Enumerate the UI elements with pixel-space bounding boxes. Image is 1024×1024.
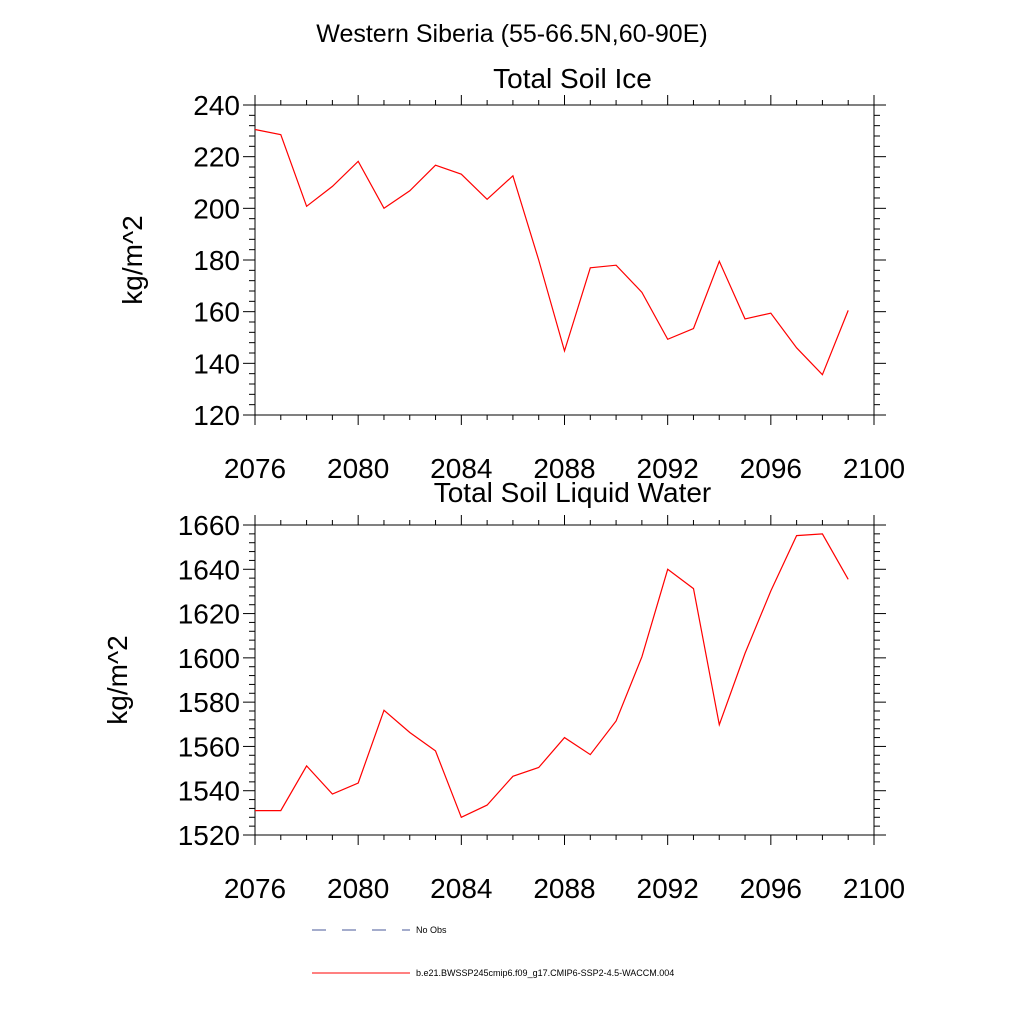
y-tick-label: 1560 <box>178 731 240 762</box>
y-tick-label: 1520 <box>178 820 240 851</box>
y-tick-label: 240 <box>193 90 240 121</box>
panel-title: Total Soil Liquid Water <box>434 477 712 508</box>
x-tick-label: 2084 <box>430 873 492 904</box>
y-tick-label: 1660 <box>178 510 240 541</box>
y-tick-label: 1640 <box>178 554 240 585</box>
series-line <box>255 533 849 819</box>
x-tick-label: 2080 <box>327 873 389 904</box>
x-tick-label: 2084 <box>430 453 492 484</box>
y-tick-label: 180 <box>193 245 240 276</box>
y-tick-label: 140 <box>193 348 240 379</box>
x-tick-label: 2076 <box>224 453 286 484</box>
y-tick-label: 220 <box>193 142 240 173</box>
plot-frame <box>254 104 875 416</box>
y-tick-label: 1620 <box>178 599 240 630</box>
legend-label-model: b.e21.BWSSP245cmip6.f09_g17.CMIP6-SSP2-4… <box>416 968 674 978</box>
soil-ice-panel: 2076 2080 2084 2088 2092 2096 2100 120 140 160 180… <box>117 63 905 484</box>
x-tick-label: 2092 <box>637 453 699 484</box>
y-tick-label: 1600 <box>178 643 240 674</box>
series-line <box>254 128 849 376</box>
x-tick-label: 2096 <box>740 873 802 904</box>
soil-liquid-water-panel: 2076 2080 2084 2088 2092 2096 2100 1520 1540 1560… <box>102 477 905 904</box>
figure-title: Western Siberia (55-66.5N,60-90E) <box>316 20 707 48</box>
y-axis-label: kg/m^2 <box>117 215 148 304</box>
x-tick-label: 2100 <box>843 873 905 904</box>
x-tick-label: 2092 <box>637 873 699 904</box>
x-tick-label: 2088 <box>533 873 595 904</box>
panel-title: Total Soil Ice <box>493 63 652 94</box>
y-tick-label: 160 <box>193 297 240 328</box>
y-tick-label: 200 <box>193 193 240 224</box>
y-tick-label: 1540 <box>178 776 240 807</box>
legend: No Obs b.e21.BWSSP245cmip6.f09_g17.CMIP6… <box>312 925 674 978</box>
y-tick-label: 1580 <box>178 687 240 718</box>
x-tick-label: 2080 <box>327 453 389 484</box>
y-tick-label: 120 <box>193 400 240 431</box>
x-tick-label: 2076 <box>224 873 286 904</box>
y-axis-label: kg/m^2 <box>102 635 133 724</box>
plot-frame <box>254 524 875 836</box>
legend-label-no-obs: No Obs <box>416 925 447 935</box>
x-tick-label: 2088 <box>533 453 595 484</box>
x-tick-label: 2100 <box>843 453 905 484</box>
x-tick-label: 2096 <box>740 453 802 484</box>
